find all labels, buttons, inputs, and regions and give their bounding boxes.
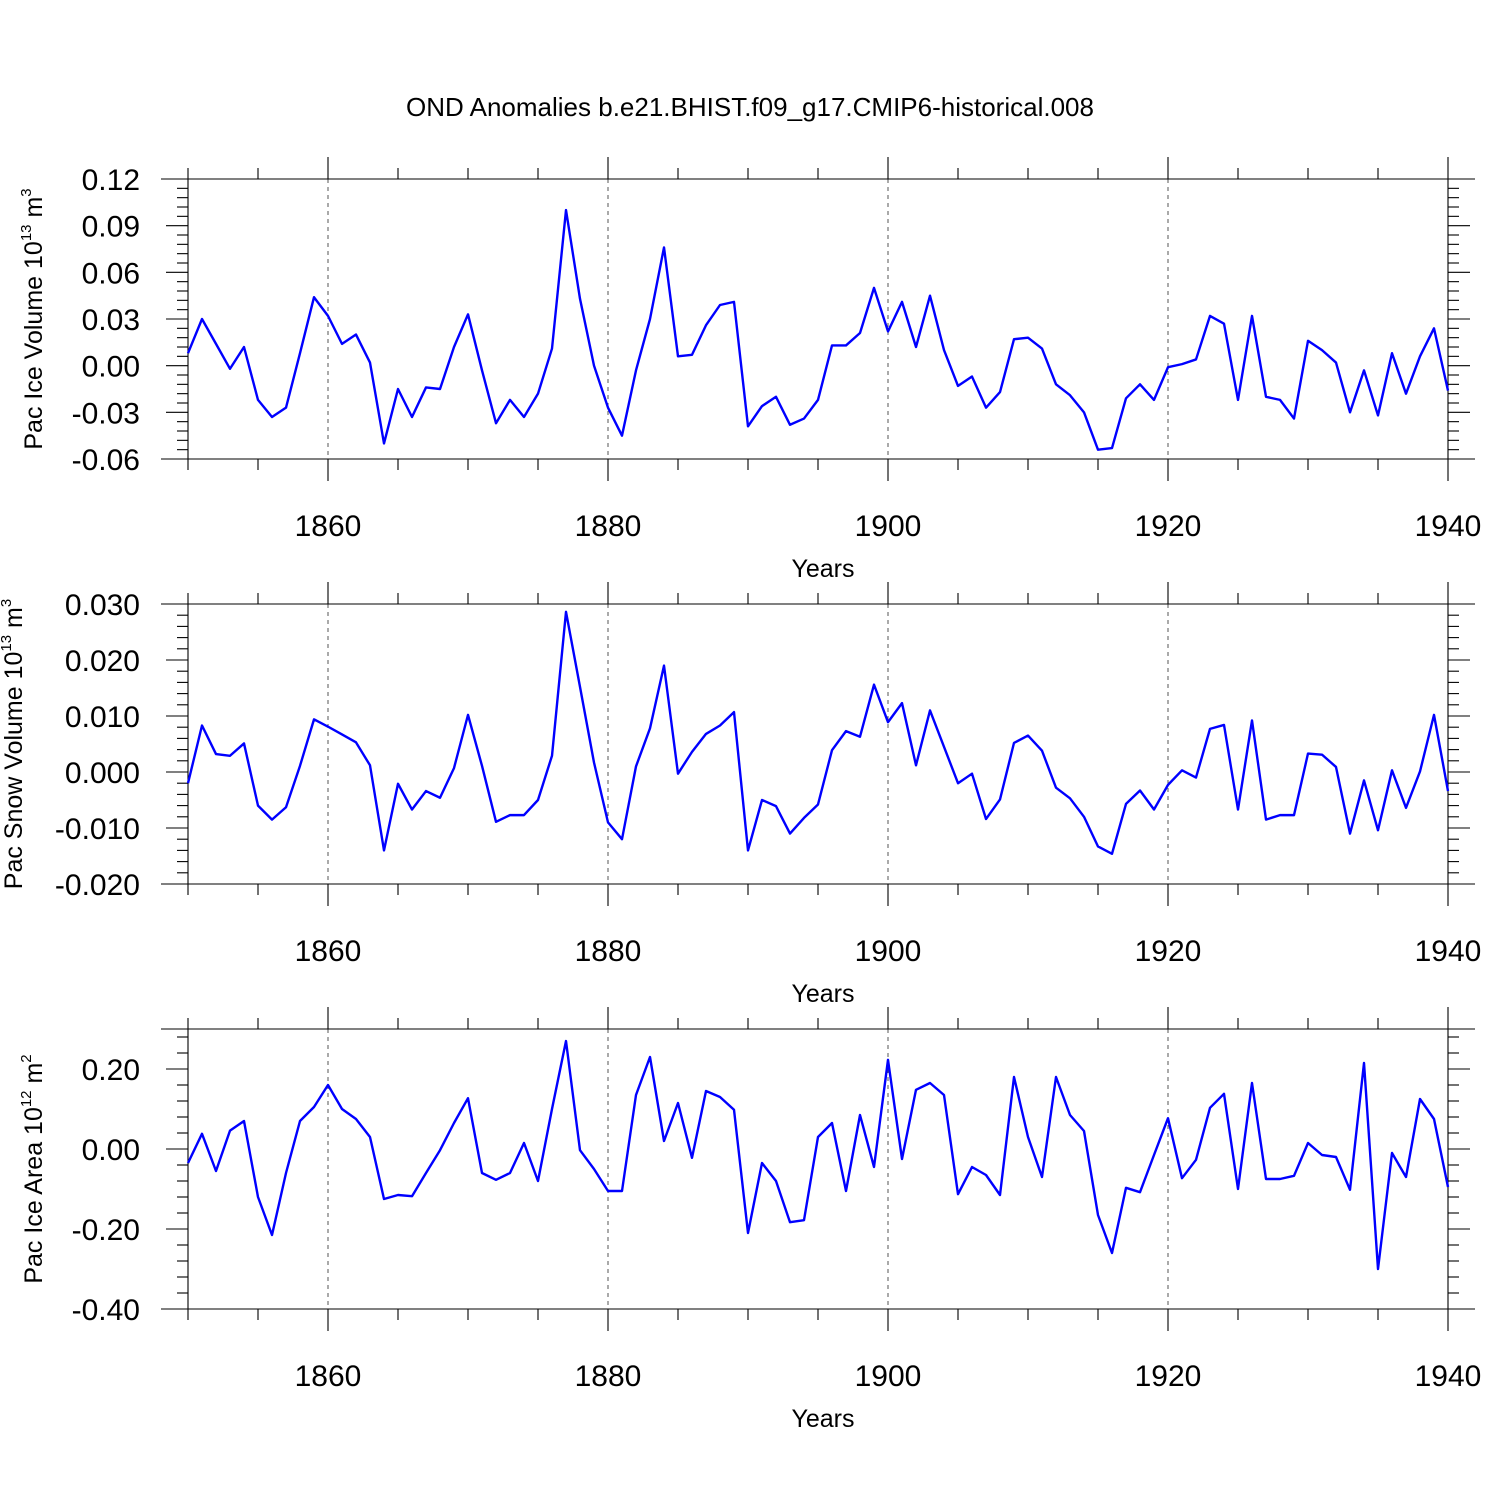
xtick-label: 1900 [855, 935, 922, 968]
ytick-label: 0.000 [65, 757, 140, 790]
y-axis-label: Pac Ice Area 1012 m2 [18, 1054, 48, 1283]
ytick-label: 0.010 [65, 701, 140, 734]
series-line [186, 208, 1450, 451]
xtick-label: 1900 [855, 1360, 922, 1393]
ytick-label: 0.020 [65, 645, 140, 678]
ytick-label: 0.00 [82, 351, 140, 384]
xtick-label: 1920 [1135, 1360, 1202, 1393]
ytick-label: 0.20 [82, 1054, 140, 1087]
x-axis-label: Years [791, 555, 854, 583]
ytick-label: -0.010 [55, 813, 140, 846]
xtick-label: 1860 [295, 510, 362, 543]
y-axis-label: Pac Snow Volume 1013 m3 [0, 599, 28, 889]
ytick-label: 0.030 [65, 589, 140, 622]
x-axis-label: Years [791, 1405, 854, 1433]
xtick-label: 1940 [1415, 510, 1482, 543]
ytick-label: -0.20 [72, 1214, 140, 1247]
xtick-label: 1860 [295, 935, 362, 968]
ytick-label: -0.020 [55, 869, 140, 902]
panel-ice-area: 0.20 0.00 -0.20 -0.40 1860 1880 1900 1920 1940 Ye… [18, 1007, 1481, 1433]
xtick-label: 1880 [575, 1360, 642, 1393]
xtick-label: 1940 [1415, 935, 1482, 968]
ytick-label: -0.03 [72, 397, 140, 430]
ytick-label: 0.06 [82, 257, 140, 290]
xtick-label: 1920 [1135, 510, 1202, 543]
ytick-label: -0.06 [72, 444, 140, 477]
xtick-label: 1900 [855, 510, 922, 543]
ytick-label: -0.40 [72, 1294, 140, 1327]
panel-ice-volume: 0.12 0.09 0.06 0.03 0.00 -0.03 -0.06 1860 1880 19… [18, 157, 1481, 583]
chart-title: OND Anomalies b.e21.BHIST.f09_g17.CMIP6-… [406, 92, 1094, 122]
xtick-label: 1940 [1415, 1360, 1482, 1393]
xtick-label: 1860 [295, 1360, 362, 1393]
ytick-label: 0.12 [82, 164, 140, 197]
ytick-label: 0.03 [82, 304, 140, 337]
series-line [186, 1039, 1450, 1271]
panel-snow-volume: 0.030 0.020 0.010 0.000 -0.010 -0.020 1860 1880… [0, 582, 1481, 1008]
series-line [186, 610, 1450, 855]
x-axis-label: Years [791, 980, 854, 1008]
xtick-label: 1880 [575, 935, 642, 968]
xtick-label: 1920 [1135, 935, 1202, 968]
ytick-label: 0.00 [82, 1134, 140, 1167]
xtick-label: 1880 [575, 510, 642, 543]
ytick-label: 0.09 [82, 211, 140, 244]
y-axis-label: Pac Ice Volume 1013 m3 [18, 188, 48, 449]
